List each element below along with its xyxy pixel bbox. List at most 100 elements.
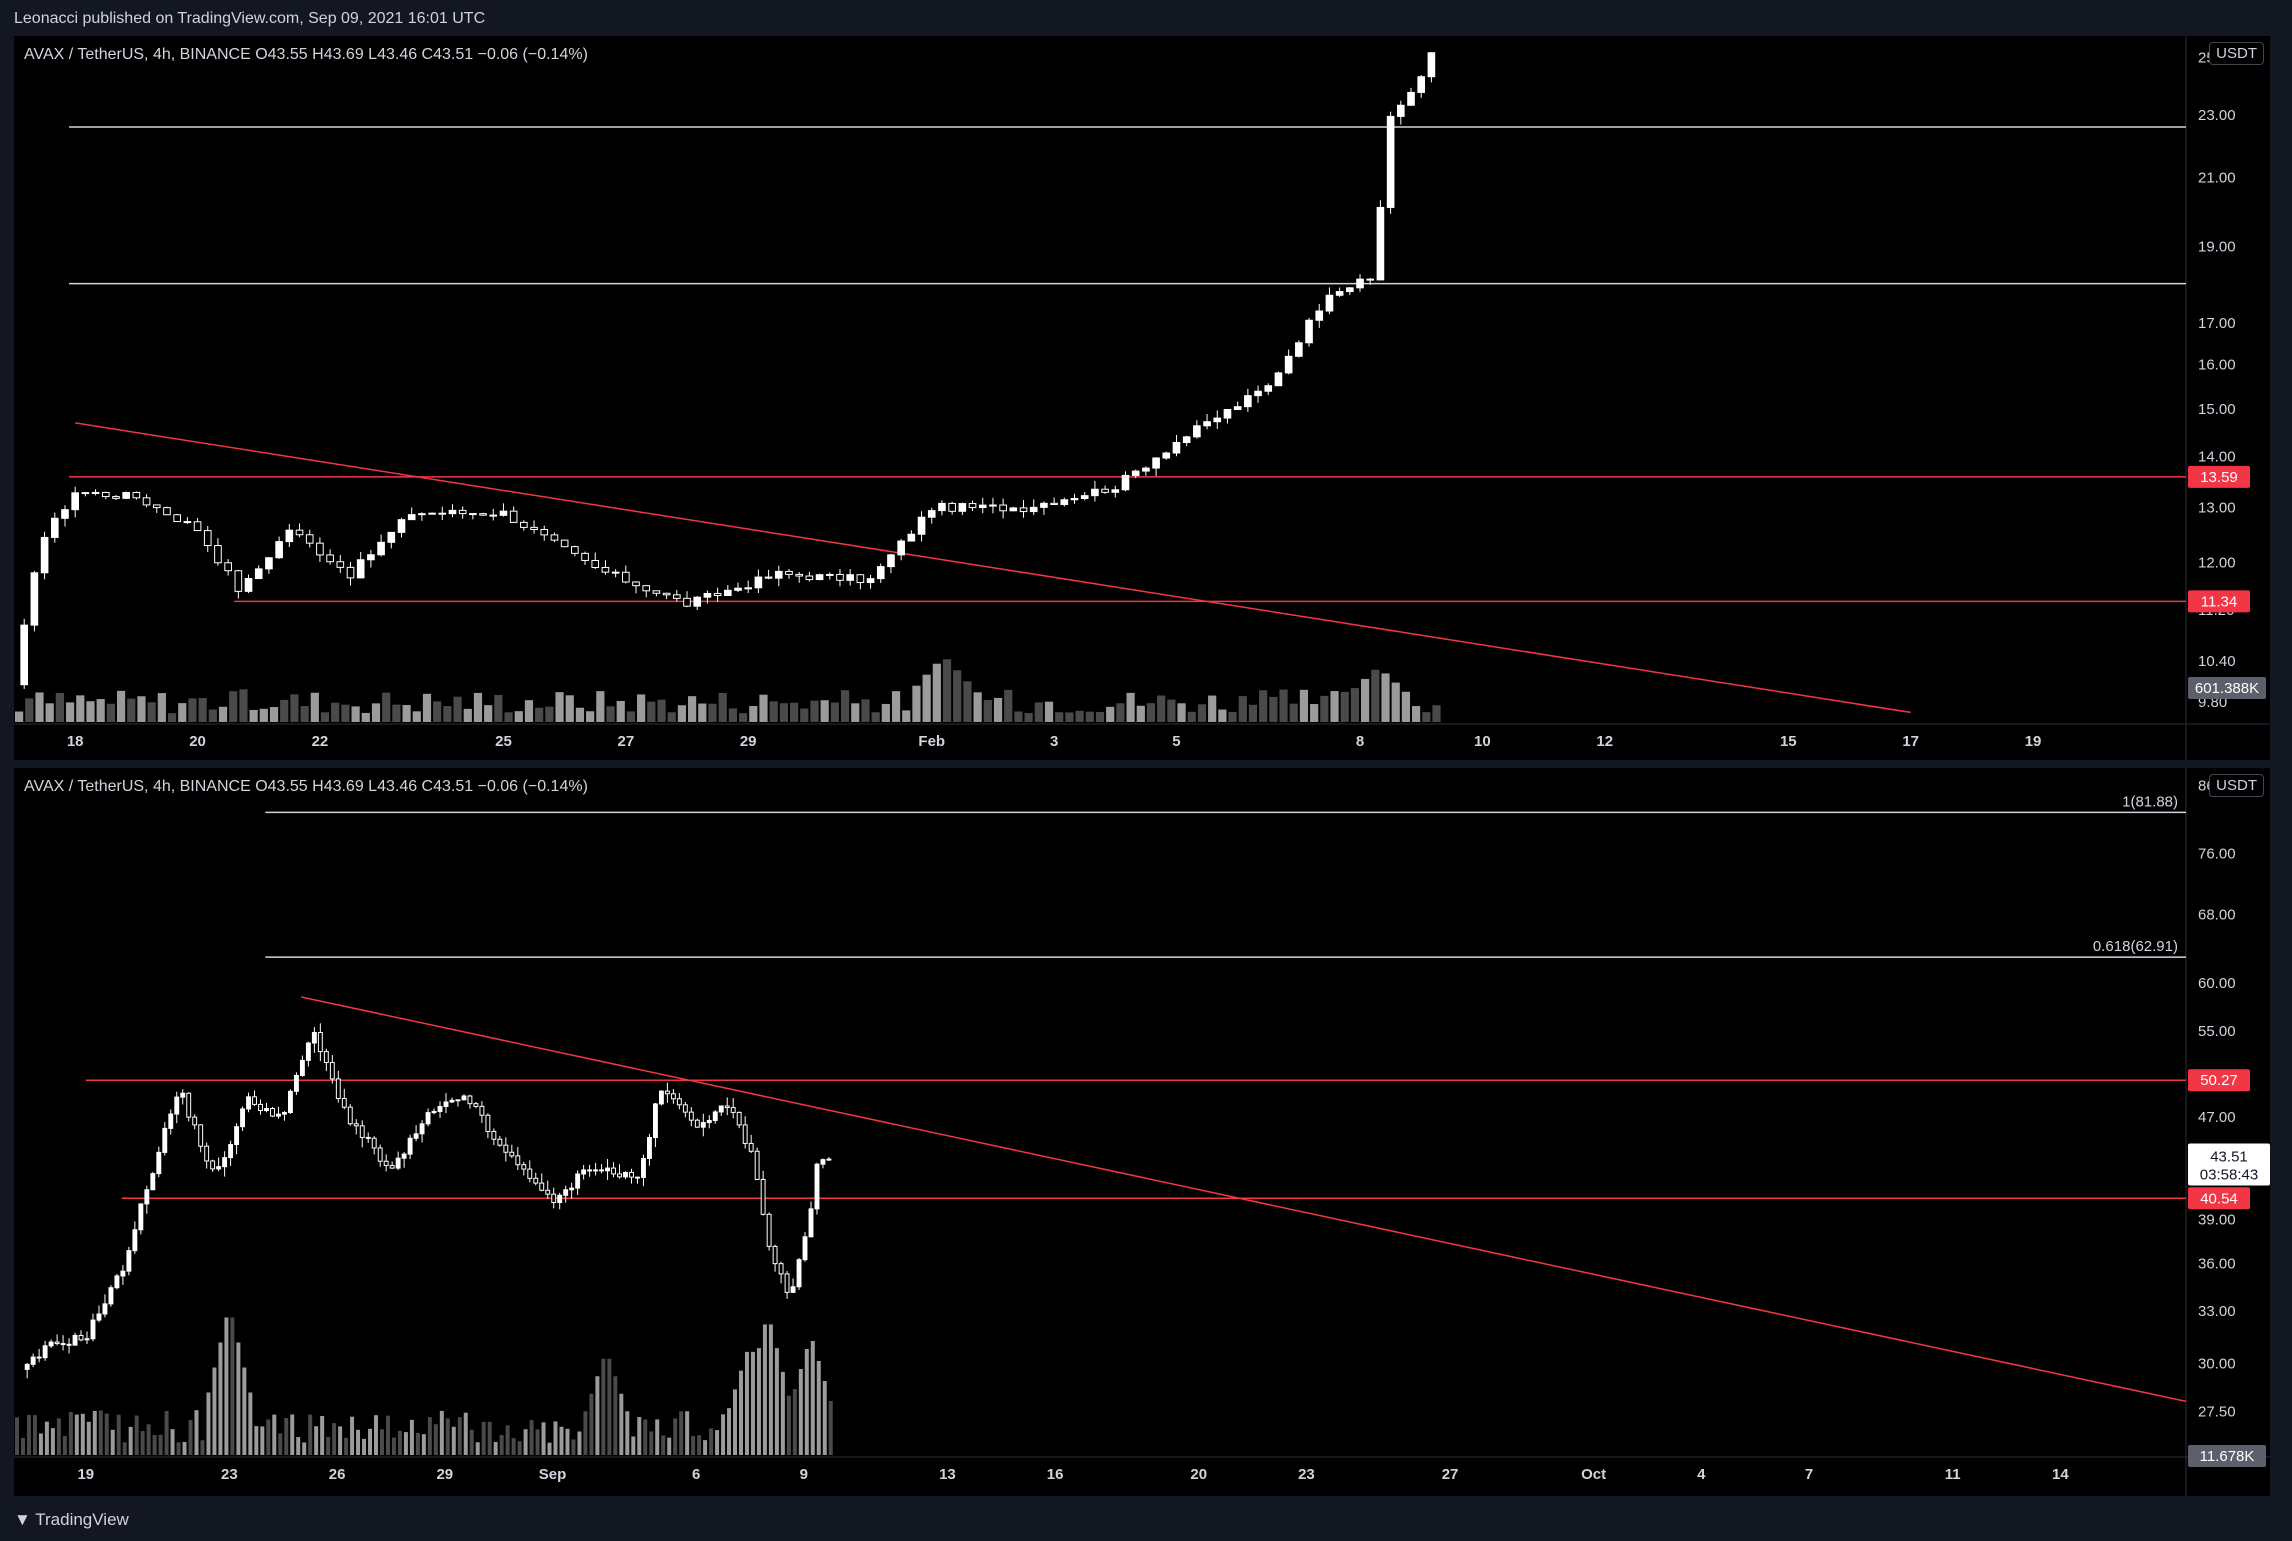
candle[interactable] xyxy=(808,1201,814,1238)
candle[interactable] xyxy=(443,1093,449,1114)
candle[interactable] xyxy=(723,585,732,596)
candle[interactable] xyxy=(815,573,824,581)
candle[interactable] xyxy=(866,574,875,589)
candle[interactable] xyxy=(774,565,783,587)
candle[interactable] xyxy=(1427,52,1436,83)
candle[interactable] xyxy=(1172,435,1181,457)
candle[interactable] xyxy=(174,1091,180,1124)
chart-pane-top[interactable]: 9.8010.4011.2012.0013.0014.0015.0016.001… xyxy=(14,36,2270,760)
candle[interactable] xyxy=(329,1054,335,1084)
candle[interactable] xyxy=(836,569,844,587)
candle[interactable] xyxy=(545,1180,551,1199)
candle[interactable] xyxy=(688,1107,694,1127)
candle[interactable] xyxy=(999,498,1007,519)
candle[interactable] xyxy=(198,1124,204,1153)
candle[interactable] xyxy=(599,1164,605,1174)
candle[interactable] xyxy=(764,569,773,580)
candle[interactable] xyxy=(766,1212,772,1251)
candle[interactable] xyxy=(1274,371,1283,387)
candle[interactable] xyxy=(1346,287,1354,296)
candle[interactable] xyxy=(203,526,212,553)
candle[interactable] xyxy=(664,1082,670,1103)
candle[interactable] xyxy=(557,1192,563,1210)
candle[interactable] xyxy=(754,569,763,593)
candle[interactable] xyxy=(1366,277,1375,285)
candle[interactable] xyxy=(1162,451,1171,460)
candle[interactable] xyxy=(611,1162,616,1178)
candle[interactable] xyxy=(581,551,589,565)
candle[interactable] xyxy=(784,1271,790,1299)
candle[interactable] xyxy=(670,1089,676,1104)
candle[interactable] xyxy=(1019,499,1028,518)
candle[interactable] xyxy=(683,591,691,608)
candle[interactable] xyxy=(530,520,538,534)
candle[interactable] xyxy=(270,1107,275,1118)
candle[interactable] xyxy=(897,539,905,561)
candle[interactable] xyxy=(479,512,487,516)
trend-line[interactable] xyxy=(301,996,2187,1403)
candle[interactable] xyxy=(736,1111,742,1129)
candle[interactable] xyxy=(560,539,569,548)
candle[interactable] xyxy=(796,1257,802,1290)
candle[interactable] xyxy=(724,1097,730,1116)
candle[interactable] xyxy=(744,580,753,594)
candle[interactable] xyxy=(66,1338,72,1354)
candle[interactable] xyxy=(1182,435,1191,446)
candle[interactable] xyxy=(90,1313,96,1342)
candle[interactable] xyxy=(1193,420,1201,439)
candle[interactable] xyxy=(1223,408,1232,424)
candle[interactable] xyxy=(407,1134,413,1160)
candle[interactable] xyxy=(50,512,59,543)
candle[interactable] xyxy=(150,1171,156,1191)
candle[interactable] xyxy=(101,491,110,500)
candle[interactable] xyxy=(72,1332,78,1346)
candle[interactable] xyxy=(1213,410,1222,429)
candle[interactable] xyxy=(515,1147,521,1171)
candle[interactable] xyxy=(152,504,161,513)
candle[interactable] xyxy=(820,1158,826,1169)
candle[interactable] xyxy=(1131,469,1140,479)
candle[interactable] xyxy=(365,1132,371,1143)
candle[interactable] xyxy=(78,1330,84,1342)
candle[interactable] xyxy=(40,531,49,580)
candle[interactable] xyxy=(122,491,130,500)
candle[interactable] xyxy=(785,568,793,579)
candle[interactable] xyxy=(193,517,202,532)
candle[interactable] xyxy=(156,1146,162,1178)
candle[interactable] xyxy=(825,572,834,580)
candle[interactable] xyxy=(448,504,457,518)
candle[interactable] xyxy=(742,1116,748,1149)
candle[interactable] xyxy=(287,1089,293,1114)
candle[interactable] xyxy=(311,1027,317,1053)
candle[interactable] xyxy=(575,1170,581,1195)
candle[interactable] xyxy=(1080,492,1089,501)
candle[interactable] xyxy=(142,494,151,508)
candle[interactable] xyxy=(1295,340,1303,358)
candle[interactable] xyxy=(210,1159,216,1172)
candle[interactable] xyxy=(772,1244,778,1272)
candle[interactable] xyxy=(539,1173,545,1192)
candle[interactable] xyxy=(611,569,620,578)
candle[interactable] xyxy=(305,1041,311,1067)
candle[interactable] xyxy=(1305,317,1313,347)
candle[interactable] xyxy=(461,1094,467,1101)
candle[interactable] xyxy=(214,538,222,566)
candle[interactable] xyxy=(244,574,253,593)
candle[interactable] xyxy=(623,1171,628,1180)
candle[interactable] xyxy=(397,517,406,538)
candle[interactable] xyxy=(1101,485,1109,494)
candle[interactable] xyxy=(629,1168,634,1184)
candle[interactable] xyxy=(489,508,498,521)
candle[interactable] xyxy=(533,1172,539,1186)
candle[interactable] xyxy=(706,1115,712,1129)
candle[interactable] xyxy=(805,571,814,582)
candle[interactable] xyxy=(682,1102,688,1118)
candle[interactable] xyxy=(265,557,273,574)
candle[interactable] xyxy=(652,1102,658,1148)
candle[interactable] xyxy=(316,537,324,563)
candle[interactable] xyxy=(138,1203,144,1235)
candle[interactable] xyxy=(204,1142,210,1169)
candle[interactable] xyxy=(1203,414,1211,430)
candle[interactable] xyxy=(162,1122,168,1156)
candle[interactable] xyxy=(1325,287,1334,315)
